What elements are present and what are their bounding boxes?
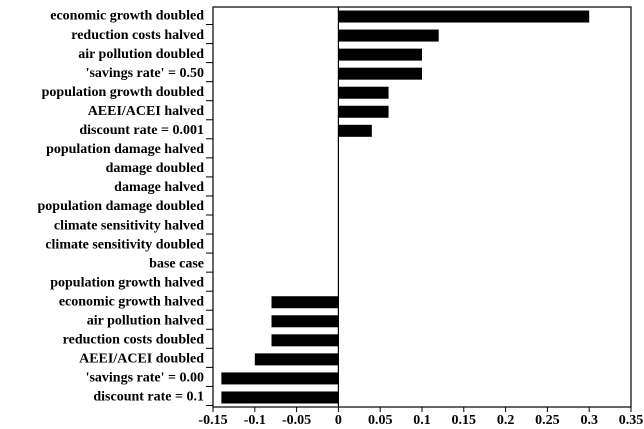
bar [338,10,590,23]
y-tick-label: 'savings rate' = 0.50 [86,66,204,81]
bar [338,86,389,99]
x-tick-label: 0.1 [413,413,431,428]
x-tick-label: -0.15 [198,413,227,428]
x-tick-label: 0.35 [619,413,644,428]
bar [338,48,422,61]
y-tick-label: damage halved [114,180,204,195]
y-tick-label: climate sensitivity doubled [45,237,204,252]
bar [254,353,339,366]
x-tick-label: 0.25 [535,413,560,428]
x-tick-label: 0.15 [452,413,477,428]
y-tick-label: population damage doubled [38,199,205,214]
bar [271,334,339,347]
y-tick-label: discount rate = 0.1 [93,390,204,405]
y-tick-label: climate sensitivity halved [54,218,204,233]
y-tick-label: 'savings rate' = 0.00 [86,371,204,386]
y-tick-label: air pollution doubled [78,47,204,62]
plot-frame [212,6,632,408]
x-tick-label: -0.05 [282,413,311,428]
bar [338,29,439,42]
y-tick-label: AEEI/ACEI doubled [79,352,204,367]
y-tick-label: population damage halved [46,142,204,157]
bar [338,105,389,118]
y-tick-label: population growth halved [50,275,204,290]
y-tick-label: economic growth doubled [50,9,204,24]
y-tick-label: population growth doubled [42,85,205,100]
bar [221,391,339,404]
x-tick-label: 0 [335,413,342,428]
x-tick-label: 0.05 [368,413,393,428]
y-tick-label: AEEI/ACEI halved [88,104,205,119]
bar [338,124,372,137]
bar [221,372,339,385]
x-tick-label: 0.3 [580,413,598,428]
y-tick-label: base case [149,256,204,271]
x-tick-label: 0.2 [497,413,515,428]
y-tick-label: discount rate = 0.001 [79,123,204,138]
y-tick-label: reduction costs halved [71,28,204,43]
bar [271,315,339,328]
y-tick-label: damage doubled [106,161,205,176]
y-tick-label: air pollution halved [87,314,204,329]
y-tick-label: economic growth halved [59,294,204,309]
x-tick-label: -0.1 [244,413,266,428]
bar [338,67,422,80]
bar [271,296,339,309]
y-tick-label: reduction costs doubled [63,333,205,348]
